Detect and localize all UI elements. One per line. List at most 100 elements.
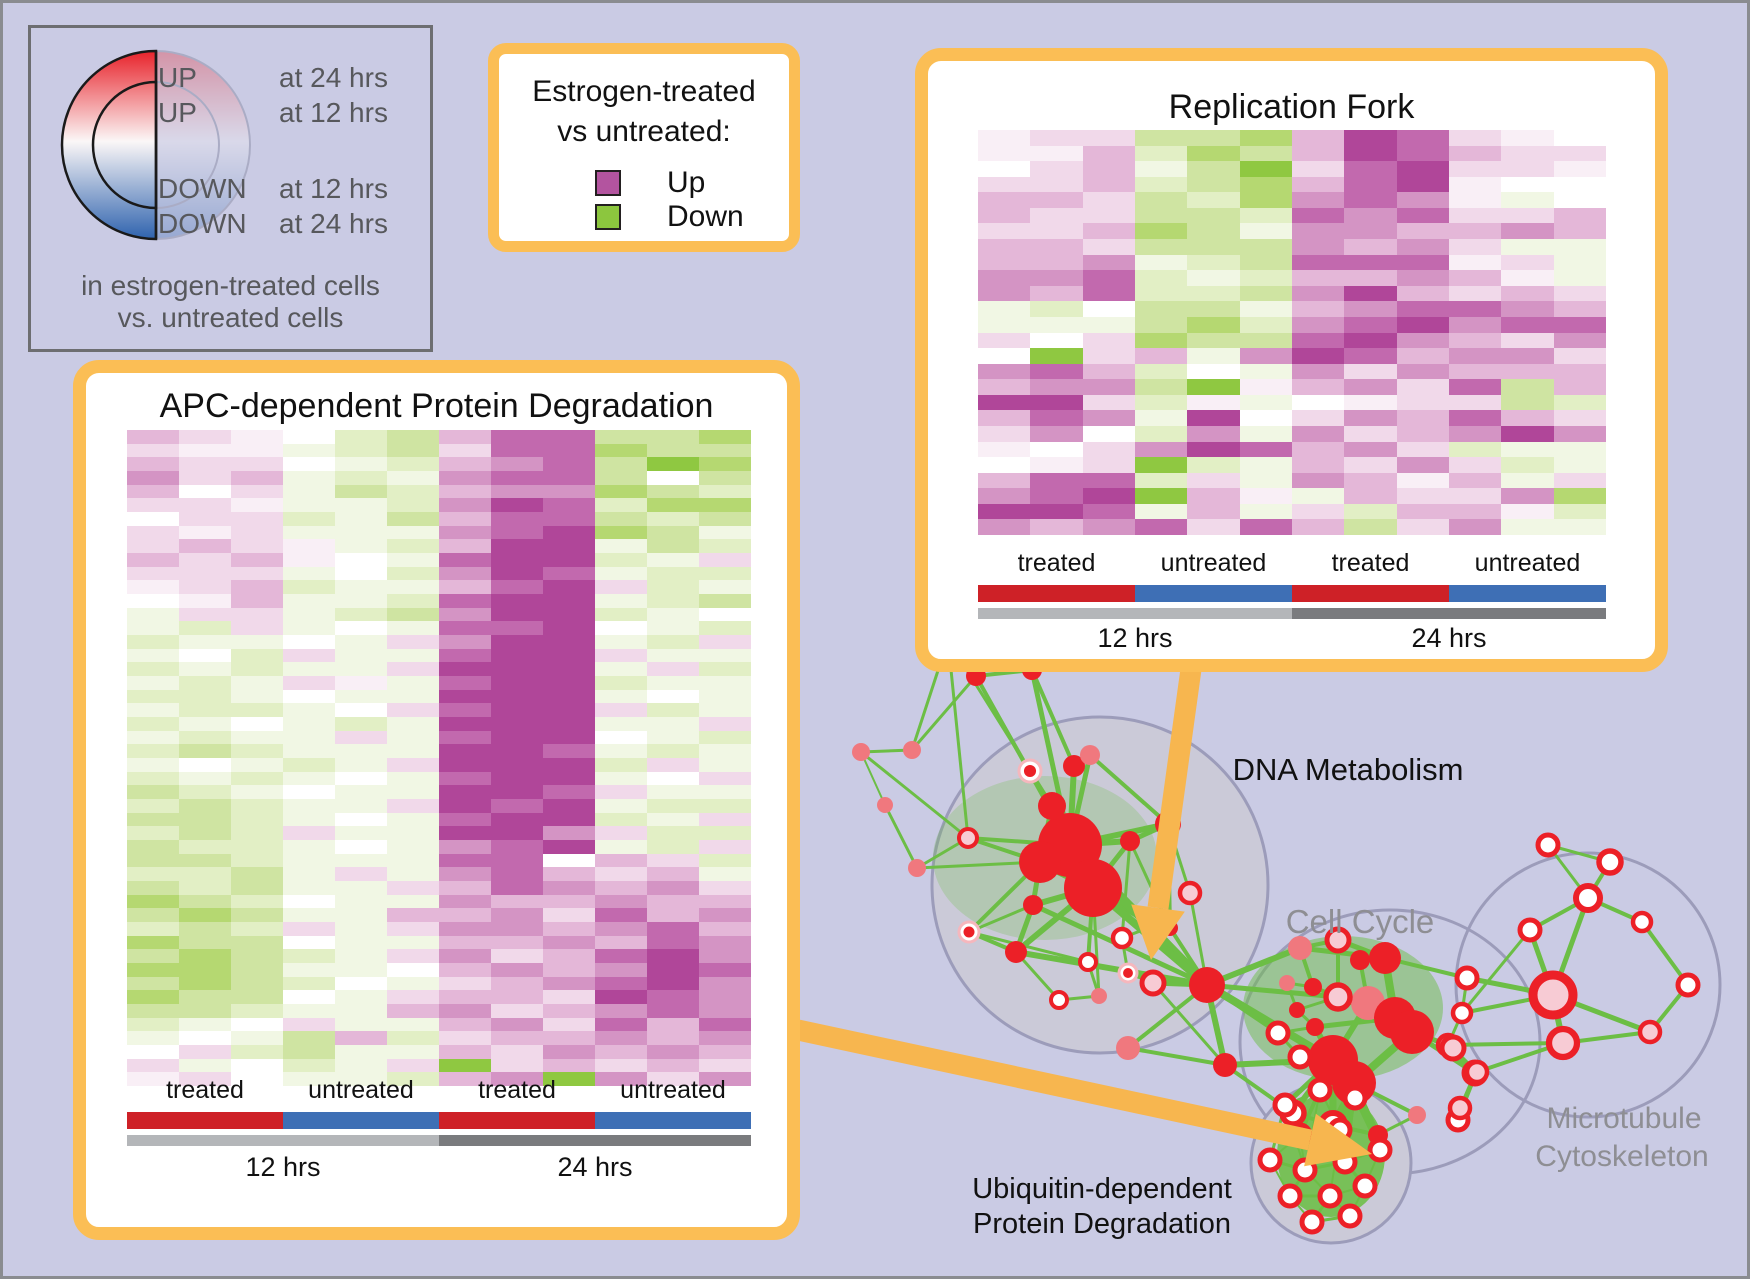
heatmap-cell bbox=[491, 744, 543, 758]
heatmap-cell bbox=[1291, 145, 1345, 162]
network-node bbox=[1454, 965, 1480, 991]
heatmap-cell bbox=[283, 785, 335, 799]
heatmap-cell bbox=[595, 662, 647, 676]
heatmap-cell bbox=[179, 1072, 231, 1086]
heatmap-cell bbox=[1553, 472, 1606, 489]
heatmap-cell bbox=[231, 443, 283, 458]
network-node bbox=[1337, 1203, 1363, 1229]
heatmap-cell bbox=[1553, 379, 1606, 395]
heatmap-cell bbox=[491, 840, 543, 854]
network-node bbox=[1257, 1147, 1283, 1173]
heatmap-cell bbox=[439, 662, 491, 676]
heatmap-cell bbox=[283, 457, 335, 471]
heatmap-cell bbox=[1448, 488, 1502, 504]
heatmap-cell bbox=[1448, 176, 1502, 193]
heatmap-cell bbox=[1082, 425, 1135, 442]
heatmap-cell bbox=[1030, 379, 1083, 395]
heatmap-cell bbox=[1239, 161, 1292, 177]
heatmap-cell bbox=[543, 717, 595, 731]
heatmap-cell bbox=[647, 457, 699, 471]
network-node bbox=[956, 826, 980, 850]
heatmap-cell bbox=[1291, 425, 1345, 442]
heatmap-cell bbox=[1396, 192, 1449, 208]
network-edge bbox=[1126, 1046, 1227, 1067]
heatmap-cell bbox=[647, 443, 699, 458]
heatmap-cell bbox=[231, 1017, 283, 1032]
heatmap-cell bbox=[647, 566, 699, 581]
heatmap-cell bbox=[1501, 176, 1554, 193]
heatmap-cell bbox=[283, 607, 335, 622]
heatmap-cell bbox=[978, 301, 1031, 317]
network-edge bbox=[860, 751, 886, 806]
heatmap-cell bbox=[127, 553, 179, 567]
heatmap-cell bbox=[179, 812, 231, 827]
heatmap-cell bbox=[1396, 441, 1449, 458]
legend-item-label: Up bbox=[667, 166, 706, 199]
heatmap-cell bbox=[491, 484, 543, 499]
apc-heatmap bbox=[127, 430, 751, 1086]
heatmap-cell bbox=[543, 662, 595, 676]
heatmap-cell bbox=[127, 648, 179, 663]
heatmap-cell bbox=[179, 689, 231, 704]
heatmap-cell bbox=[387, 580, 439, 594]
heatmap-cell bbox=[335, 1072, 387, 1086]
heatmap-cell bbox=[647, 471, 699, 485]
heatmap-cell bbox=[439, 703, 491, 717]
heatmap-cell bbox=[491, 703, 543, 717]
heatmap-cell bbox=[387, 662, 439, 676]
heatmap-cell bbox=[1553, 348, 1606, 364]
heatmap-cell bbox=[699, 1045, 751, 1059]
heatmap-cell bbox=[699, 1031, 751, 1045]
heatmap-cell bbox=[543, 635, 595, 649]
heatmap-cell bbox=[335, 566, 387, 581]
heatmap-cell bbox=[1553, 519, 1606, 535]
heatmap-cell bbox=[1396, 207, 1449, 224]
up-color-swatch bbox=[595, 170, 621, 196]
heatmap-cell bbox=[1134, 348, 1188, 364]
cluster-label-cell-cycle: Cell Cycle bbox=[1286, 903, 1435, 940]
heatmap-cell bbox=[1030, 192, 1083, 208]
network-node bbox=[1450, 1001, 1474, 1025]
heatmap-cell bbox=[387, 689, 439, 704]
heatmap-cell bbox=[283, 635, 335, 649]
heatmap-cell bbox=[439, 799, 491, 813]
heatmap-cell bbox=[1291, 379, 1345, 395]
heatmap-cell bbox=[1187, 145, 1240, 162]
heatmap-cell bbox=[1291, 472, 1345, 489]
heatmap-cell bbox=[1344, 223, 1397, 240]
heatmap-cell bbox=[1396, 332, 1449, 349]
heatmap-cell bbox=[439, 498, 491, 512]
heatmap-cell bbox=[1396, 379, 1449, 395]
heatmap-cell bbox=[595, 443, 647, 458]
heatmap-cell bbox=[231, 1072, 283, 1086]
heatmap-cell bbox=[179, 976, 231, 991]
heatmap-cell bbox=[1344, 145, 1397, 162]
network-node bbox=[1064, 859, 1122, 917]
heatmap-cell bbox=[127, 703, 179, 717]
heatmap-cell bbox=[179, 908, 231, 922]
heatmap-cell bbox=[179, 1031, 231, 1045]
heatmap-cell bbox=[595, 853, 647, 868]
heatmap-cell bbox=[978, 519, 1031, 535]
ring-time: at 12 hrs bbox=[279, 173, 388, 204]
heatmap-cell bbox=[1134, 145, 1188, 162]
heatmap-cell bbox=[647, 621, 699, 635]
heatmap-cell bbox=[491, 607, 543, 622]
network-node bbox=[1038, 792, 1066, 820]
heatmap-cell bbox=[543, 963, 595, 977]
heatmap-cell bbox=[283, 1058, 335, 1073]
heatmap-cell bbox=[647, 826, 699, 840]
heatmap-cell bbox=[127, 717, 179, 731]
heatmap-cell bbox=[335, 471, 387, 485]
network-node bbox=[1049, 990, 1069, 1010]
network-node bbox=[1464, 1059, 1490, 1085]
heatmap-cell bbox=[335, 894, 387, 909]
heatmap-cell bbox=[387, 867, 439, 881]
heatmap-cell bbox=[647, 799, 699, 813]
heatmap-cell bbox=[1134, 254, 1188, 271]
heatmap-cell bbox=[179, 471, 231, 485]
heatmap-cell bbox=[387, 922, 439, 936]
heatmap-cell bbox=[439, 771, 491, 786]
heatmap-cell bbox=[1501, 488, 1554, 504]
